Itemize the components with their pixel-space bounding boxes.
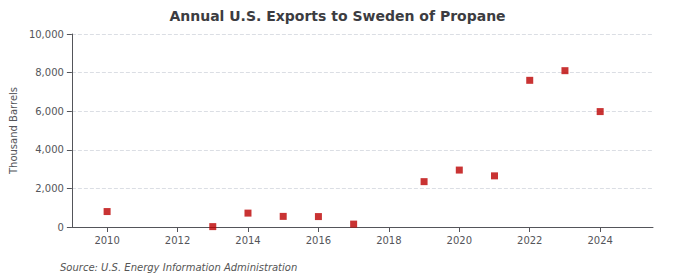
- svg-text:8,000: 8,000: [35, 67, 64, 78]
- svg-text:4,000: 4,000: [35, 144, 64, 155]
- svg-text:2,000: 2,000: [35, 183, 64, 194]
- svg-text:Thousand Barrels: Thousand Barrels: [8, 87, 19, 175]
- svg-text:2022: 2022: [517, 235, 542, 246]
- svg-text:Annual U.S. Exports to Sweden: Annual U.S. Exports to Sweden of Propane: [169, 8, 505, 24]
- svg-text:2014: 2014: [235, 235, 260, 246]
- svg-text:2010: 2010: [94, 235, 119, 246]
- svg-text:0: 0: [58, 222, 64, 233]
- svg-text:2018: 2018: [376, 235, 401, 246]
- svg-text:10,000: 10,000: [29, 29, 64, 40]
- svg-text:2016: 2016: [306, 235, 331, 246]
- svg-text:2020: 2020: [447, 235, 472, 246]
- svg-text:6,000: 6,000: [35, 106, 64, 117]
- svg-text:2024: 2024: [587, 235, 612, 246]
- svg-text:2012: 2012: [165, 235, 190, 246]
- svg-text:Source: U.S. Energy Informatio: Source: U.S. Energy Information Administ…: [60, 262, 297, 273]
